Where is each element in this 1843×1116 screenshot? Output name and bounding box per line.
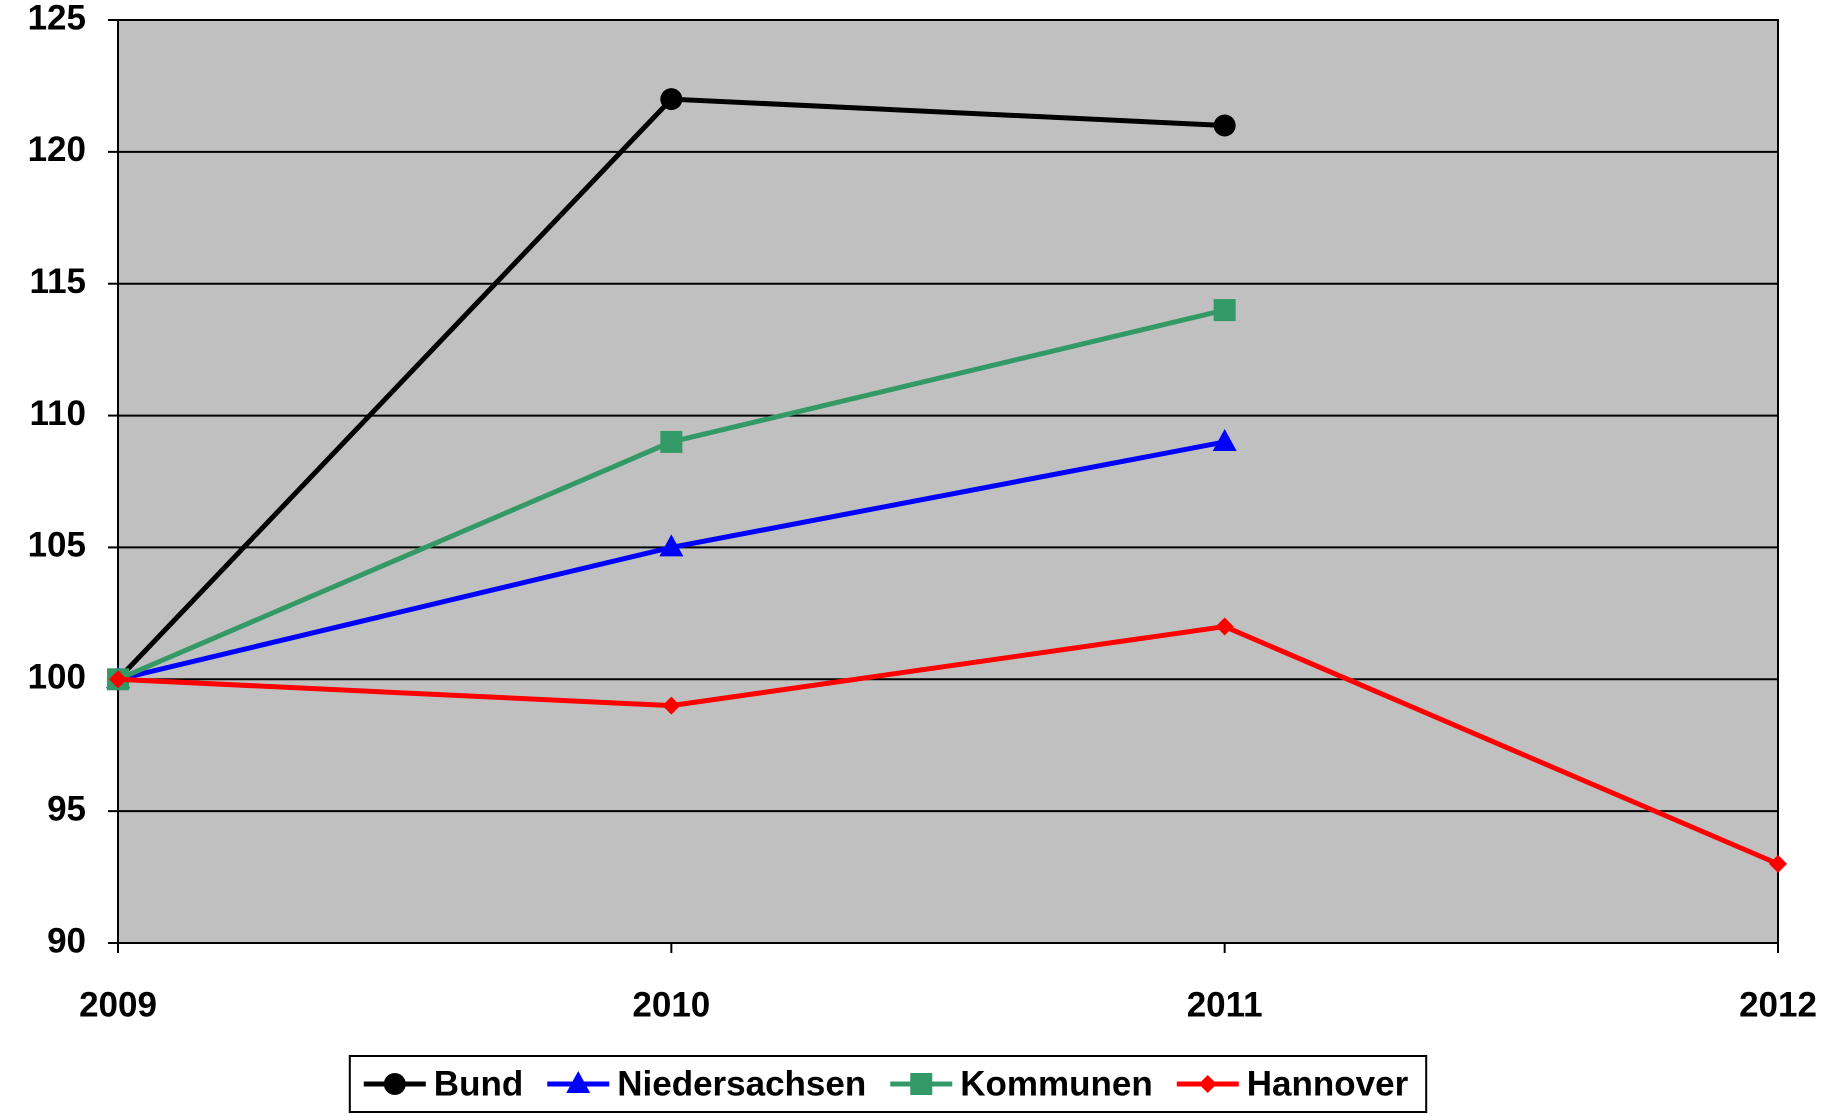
x-tick-label: 2010: [632, 985, 710, 1024]
series-line: [117, 623, 1779, 867]
y-tick-label: 120: [28, 130, 86, 169]
legend-label: Bund: [434, 1064, 523, 1103]
legend-label: Niedersachsen: [617, 1064, 866, 1103]
point: [662, 696, 681, 715]
x-tick-label: 2012: [1739, 985, 1817, 1024]
y-tick-label: 105: [28, 526, 86, 565]
legend-item: Niedersachsen: [547, 1064, 866, 1103]
y-tick-label: 90: [47, 921, 86, 960]
point: [1213, 114, 1236, 137]
legend-item: Bund: [363, 1064, 523, 1103]
point: [383, 1073, 406, 1095]
point: [1212, 428, 1237, 451]
point: [1769, 854, 1787, 873]
point: [660, 430, 683, 453]
point: [1198, 1075, 1217, 1093]
point: [566, 1071, 591, 1093]
y-tick-label: 95: [47, 789, 86, 828]
point: [910, 1073, 933, 1095]
legend-label: Kommunen: [960, 1064, 1153, 1103]
legend-item: Hannover: [1176, 1064, 1409, 1103]
point: [109, 670, 127, 689]
point: [659, 534, 684, 557]
y-tick-label: 125: [28, 0, 86, 37]
legend: Bund Niedersachsen Kommunen Hannover: [348, 1055, 1428, 1113]
y-tick-label: 100: [28, 658, 86, 697]
point: [660, 88, 683, 111]
y-tick-label: 110: [30, 394, 86, 433]
x-tick-label: 2011: [1187, 985, 1263, 1024]
y-tick-label: 115: [30, 262, 86, 301]
plot-area: [117, 19, 1779, 944]
legend-box: [348, 1055, 1428, 1113]
legend-label: Hannover: [1247, 1064, 1409, 1103]
point: [1215, 617, 1234, 636]
point: [1213, 299, 1236, 322]
legend-item: Kommunen: [890, 1064, 1153, 1103]
x-tick-label: 2009: [79, 985, 157, 1024]
